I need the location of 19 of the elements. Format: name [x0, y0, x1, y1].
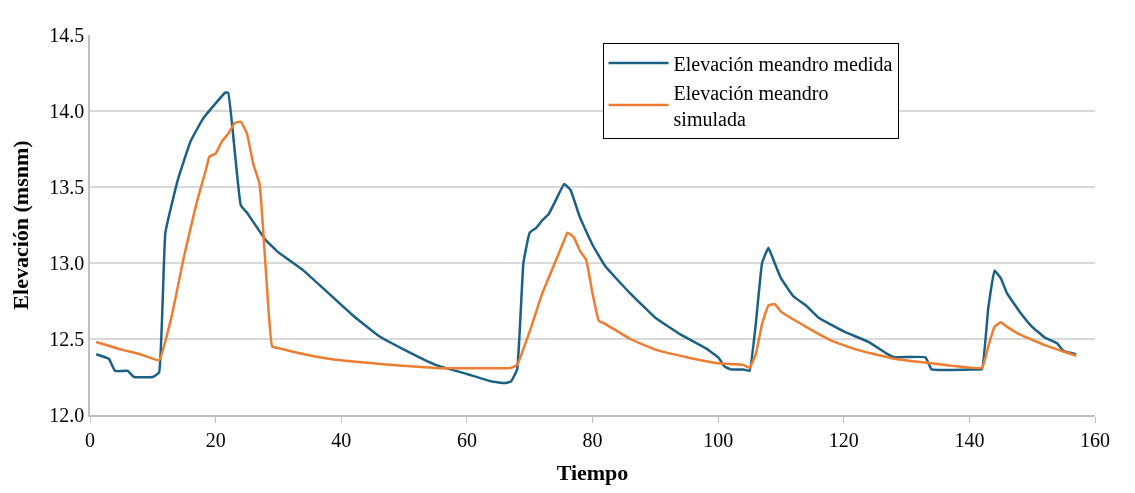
x-tick-label: 120 — [828, 428, 859, 451]
x-axis-title: Tiempo — [556, 460, 629, 486]
y-tick-label: 13.0 — [49, 252, 85, 274]
x-tick-label: 100 — [703, 428, 734, 451]
y-tick-label: 13.5 — [49, 176, 85, 198]
legend-label: Elevación meandro simulada — [673, 81, 829, 130]
x-tick-label: 40 — [331, 428, 352, 451]
y-tick-label: 14.5 — [49, 24, 85, 46]
x-tick-label: 80 — [582, 428, 603, 451]
y-tick-label: 12.5 — [49, 328, 85, 350]
x-tick-label: 20 — [205, 428, 226, 451]
x-tick-label: 60 — [456, 428, 477, 451]
y-tick-label: 14.0 — [49, 100, 85, 122]
legend-label: Elevación meandro medida — [673, 52, 893, 75]
x-tick-label: 0 — [85, 428, 95, 451]
x-tick-label: 140 — [954, 428, 985, 451]
x-tick-label: 160 — [1080, 428, 1110, 451]
y-axis-title: Elevación (msnm) — [7, 140, 33, 310]
y-tick-label: 12.0 — [49, 404, 85, 426]
